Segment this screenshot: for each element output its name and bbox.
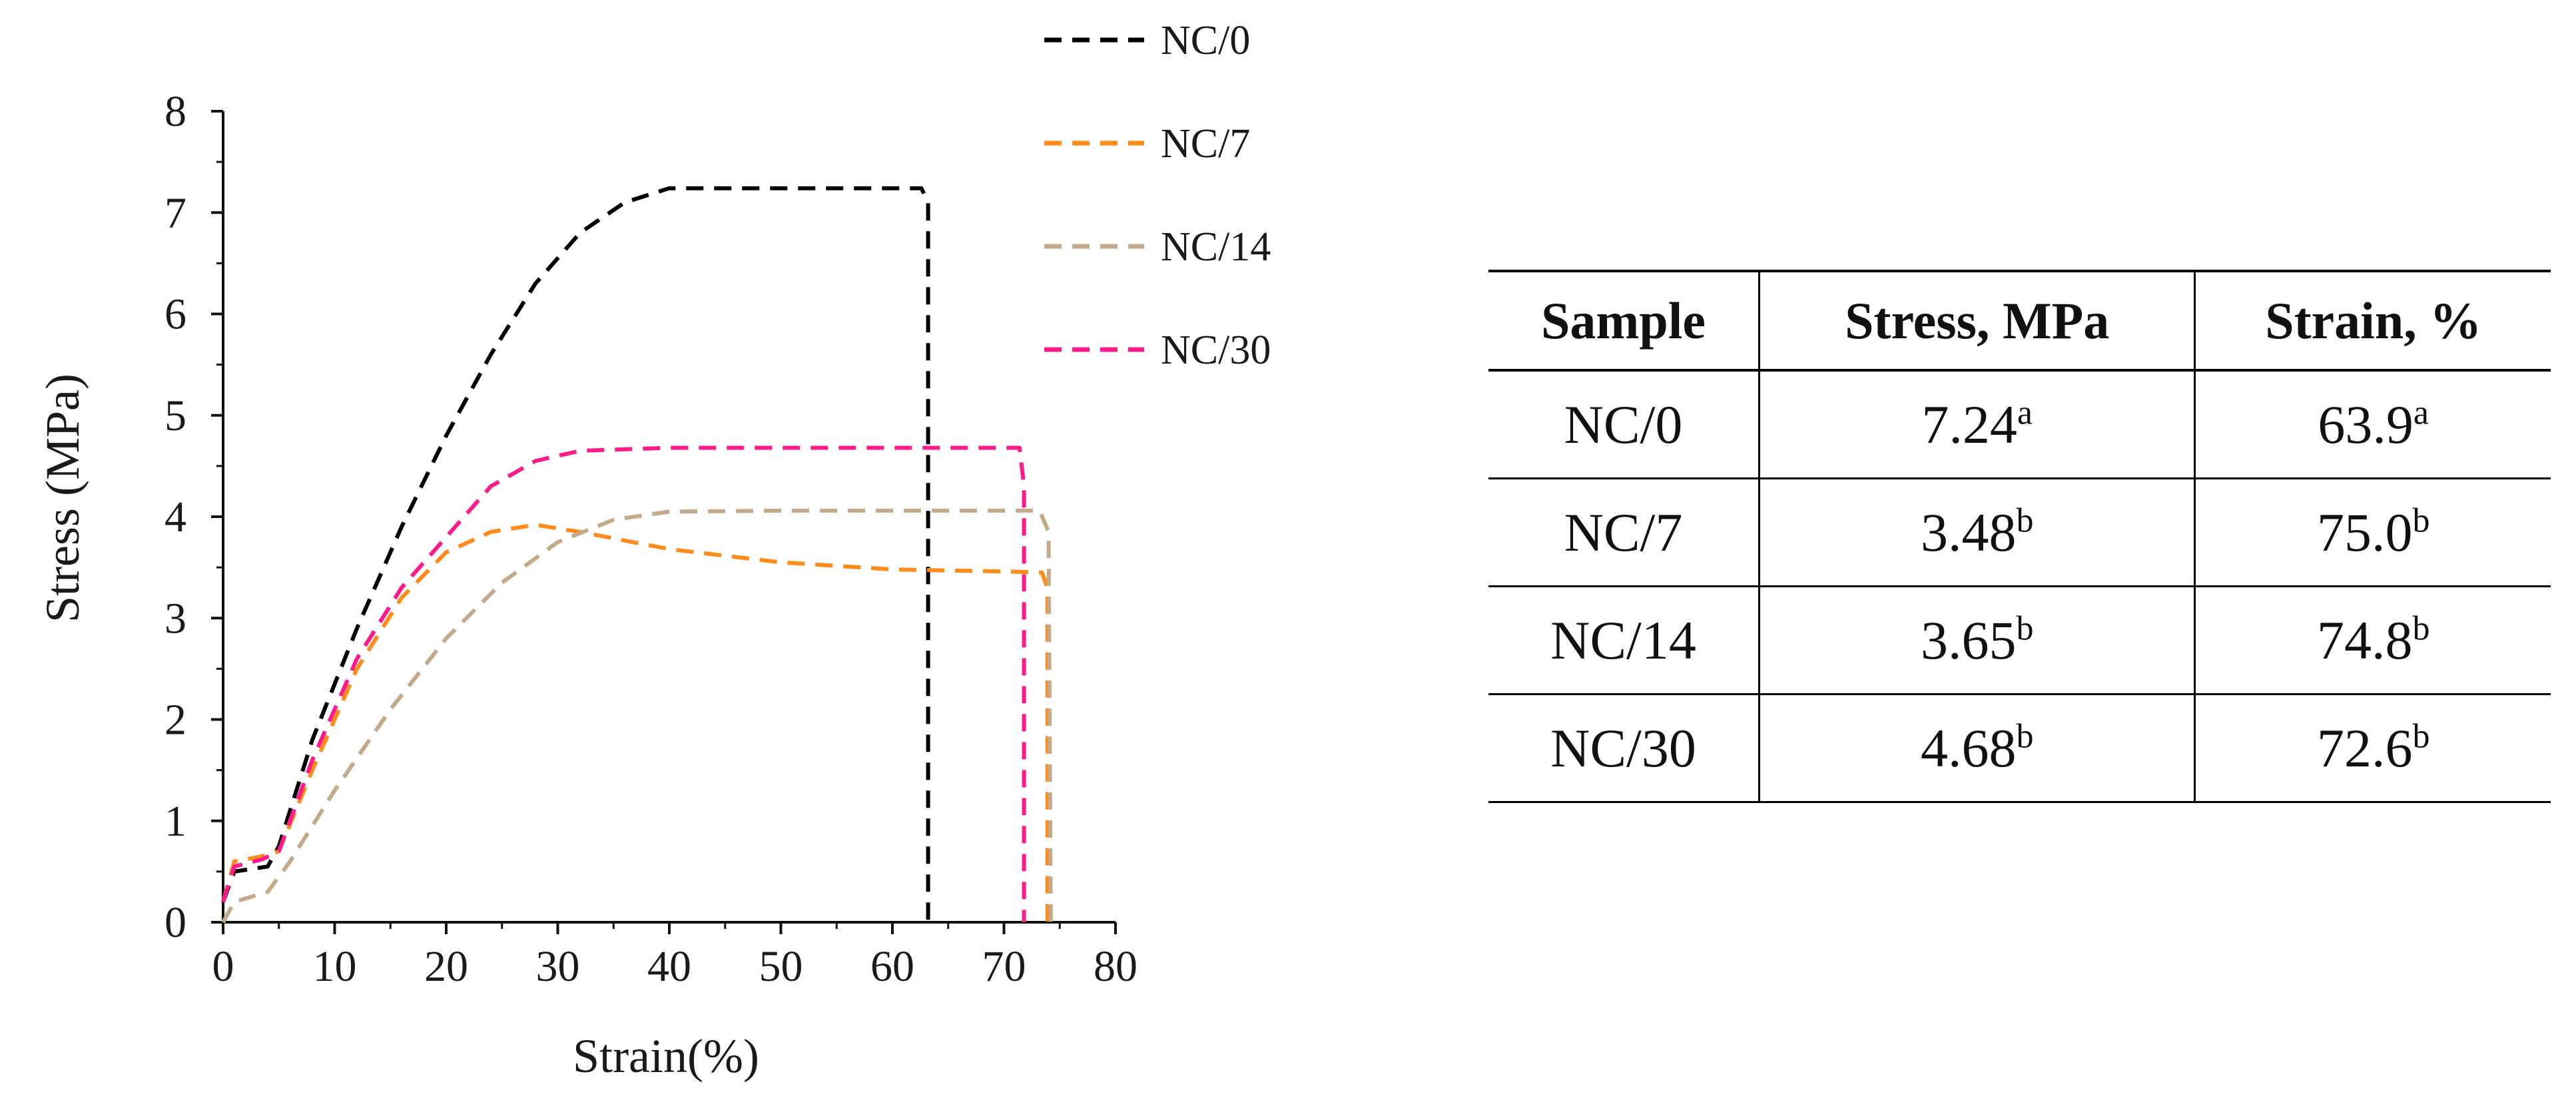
x-tick-label: 20 (424, 942, 468, 991)
strain-significance: b (2412, 717, 2430, 756)
x-tick-label: 70 (982, 942, 1026, 991)
results-table: Sample Stress, MPa Strain, % NC/0 7.24a … (1488, 270, 2551, 803)
series-line-nc-30 (221, 445, 1026, 922)
strain-significance: a (2413, 394, 2429, 432)
table-row: NC/0 7.24a 63.9a (1488, 370, 2551, 479)
legend-label: NC/14 (1161, 224, 1271, 270)
x-tick-label: 50 (759, 942, 803, 991)
stress-cell: 7.24a (1758, 370, 2195, 479)
y-axis-title: Stress (MPa) (36, 374, 89, 623)
legend-label: NC/30 (1161, 328, 1271, 373)
strain-cell: 72.6b (2194, 694, 2551, 802)
stress-significance: a (2017, 394, 2033, 432)
x-tick-label: 30 (536, 942, 580, 991)
strain-value: 72.6 (2316, 717, 2413, 778)
series-line-nc-7 (221, 523, 1050, 922)
stress-cell: 3.48b (1758, 478, 2195, 587)
stress-significance: b (2016, 717, 2034, 756)
table-row: NC/30 4.68b 72.6b (1488, 694, 2551, 802)
stress-cell: 3.65b (1758, 586, 2195, 695)
header-sample: Sample (1540, 291, 1706, 350)
legend-label: NC/7 (1161, 121, 1250, 166)
series-line-nc-14 (221, 508, 1053, 924)
sample-cell: NC/0 (1564, 394, 1683, 455)
x-axis-title: Strain(%) (573, 1029, 759, 1083)
y-tick-label: 3 (164, 594, 186, 643)
strain-significance: b (2412, 609, 2430, 648)
y-tick-label: 2 (164, 696, 186, 744)
stress-value: 3.48 (1920, 501, 2017, 563)
table-row: NC/14 3.65b 74.8b (1488, 586, 2551, 695)
stress-value: 7.24 (1921, 394, 2017, 455)
strain-cell: 74.8b (2194, 586, 2551, 695)
strain-value: 63.9 (2318, 394, 2414, 455)
y-tick-label: 7 (164, 188, 186, 237)
y-tick-label: 4 (164, 493, 186, 541)
strain-significance: b (2412, 501, 2430, 540)
strain-value: 74.8 (2316, 609, 2413, 671)
strain-value: 75.0 (2316, 501, 2413, 563)
y-tick-label: 1 (164, 797, 186, 846)
x-tick-label: 40 (647, 942, 691, 991)
stress-significance: b (2016, 609, 2034, 648)
header-stress: Stress, MPa (1758, 271, 2195, 370)
sample-cell: NC/30 (1550, 717, 1696, 778)
x-tick-label: 60 (870, 942, 914, 991)
x-tick-label: 80 (1094, 942, 1137, 991)
stress-cell: 4.68b (1758, 694, 2195, 802)
x-tick-label: 10 (313, 942, 357, 991)
header-strain: Strain, % (2194, 271, 2551, 370)
y-tick-label: 0 (164, 898, 186, 947)
table-header-row: Sample Stress, MPa Strain, % (1488, 271, 2551, 370)
strain-cell: 63.9a (2194, 370, 2551, 479)
y-tick-label: 6 (164, 290, 186, 339)
sample-cell: NC/14 (1550, 609, 1696, 671)
stress-value: 4.68 (1920, 717, 2017, 778)
series-line-nc-0 (221, 186, 930, 922)
legend-label: NC/0 (1161, 18, 1250, 63)
sample-cell: NC/7 (1564, 501, 1683, 563)
y-tick-label: 5 (164, 392, 186, 440)
strain-cell: 75.0b (2194, 478, 2551, 587)
y-tick-label: 8 (164, 87, 186, 136)
stress-significance: b (2016, 501, 2034, 540)
table-row: NC/7 3.48b 75.0b (1488, 478, 2551, 587)
stress-value: 3.65 (1920, 609, 2017, 671)
x-tick-label: 0 (212, 942, 234, 991)
